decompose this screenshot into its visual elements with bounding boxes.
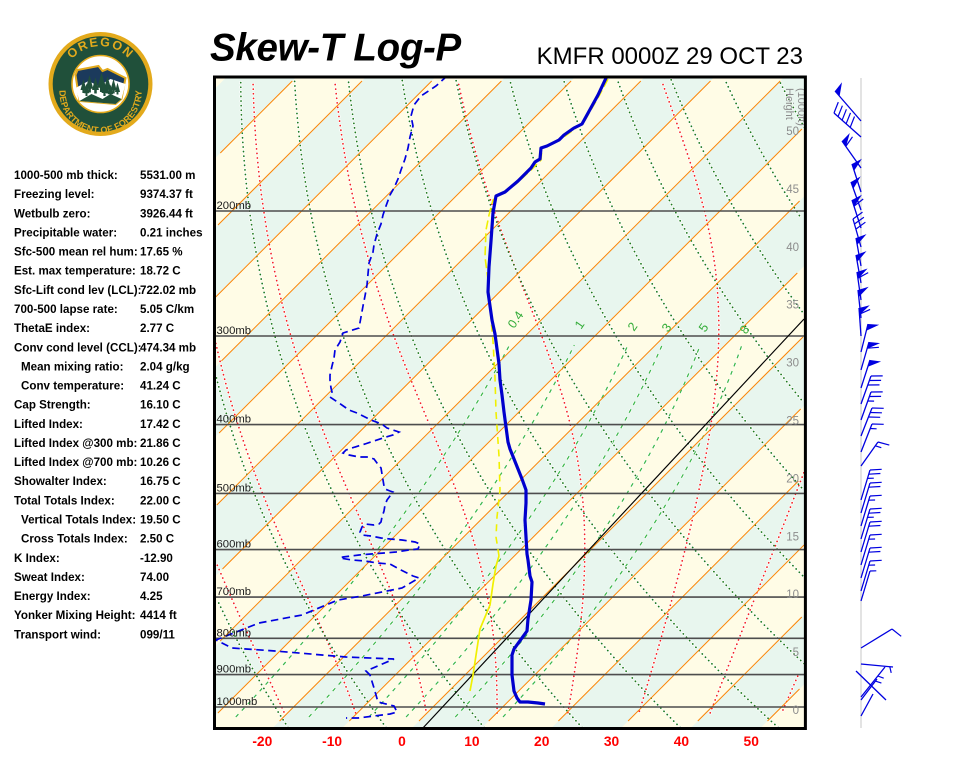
- svg-text:500mb: 500mb: [217, 482, 252, 494]
- svg-text:40: 40: [786, 242, 799, 254]
- svg-text:74.00: 74.00: [140, 571, 169, 584]
- svg-text:20: 20: [534, 734, 550, 749]
- svg-text:Sweat Index:: Sweat Index:: [14, 571, 85, 584]
- svg-text:K Index:: K Index:: [14, 552, 60, 565]
- svg-text:Conv temperature:: Conv temperature:: [21, 380, 124, 393]
- svg-text:17.65 %: 17.65 %: [140, 246, 183, 259]
- svg-text:Conv cond level (CCL):: Conv cond level (CCL):: [14, 341, 142, 354]
- svg-text:4414 ft: 4414 ft: [140, 609, 177, 622]
- svg-text:50: 50: [786, 126, 799, 138]
- svg-text:41.24 C: 41.24 C: [140, 380, 181, 393]
- svg-text:1000mb: 1000mb: [217, 696, 258, 708]
- svg-text:45: 45: [786, 184, 799, 196]
- svg-text:ThetaE index:: ThetaE index:: [14, 322, 90, 335]
- svg-text:Skew-T Log-P: Skew-T Log-P: [210, 27, 462, 70]
- svg-text:10.26 C: 10.26 C: [140, 456, 181, 469]
- svg-text:099/11: 099/11: [140, 628, 175, 641]
- svg-text:40: 40: [674, 734, 690, 749]
- svg-text:3926.44 ft: 3926.44 ft: [140, 207, 193, 220]
- svg-text:700-500 lapse rate:: 700-500 lapse rate:: [14, 303, 118, 316]
- svg-text:Total Totals Index:: Total Totals Index:: [14, 494, 115, 507]
- svg-text:2.04 g/kg: 2.04 g/kg: [140, 360, 190, 373]
- svg-text:300mb: 300mb: [217, 325, 252, 337]
- svg-text:Mean mixing ratio:: Mean mixing ratio:: [21, 360, 123, 373]
- svg-text:Cross Totals Index:: Cross Totals Index:: [21, 533, 128, 546]
- svg-text:10: 10: [786, 589, 799, 601]
- svg-text:5: 5: [793, 647, 799, 659]
- svg-text:Transport wind:: Transport wind:: [14, 628, 101, 641]
- svg-text:-12.90: -12.90: [140, 552, 173, 565]
- svg-text:474.34 mb: 474.34 mb: [140, 341, 196, 354]
- svg-text:9374.37 ft: 9374.37 ft: [140, 188, 193, 201]
- svg-text:Yonker Mixing Height:: Yonker Mixing Height:: [14, 609, 136, 622]
- svg-text:Lifted Index @300 mb:: Lifted Index @300 mb:: [14, 437, 137, 450]
- svg-text:4.25: 4.25: [140, 590, 163, 603]
- svg-text:16.10 C: 16.10 C: [140, 399, 181, 412]
- svg-text:-20: -20: [252, 734, 272, 749]
- svg-text:Sfc-500 mean rel hum:: Sfc-500 mean rel hum:: [14, 246, 138, 259]
- svg-text:-10: -10: [322, 734, 342, 749]
- svg-text:400mb: 400mb: [217, 414, 252, 426]
- svg-text:20: 20: [786, 473, 799, 485]
- svg-text:25: 25: [786, 416, 799, 428]
- svg-text:35: 35: [786, 300, 799, 312]
- svg-text:5.05 C/km: 5.05 C/km: [140, 303, 194, 316]
- svg-text:Showalter Index:: Showalter Index:: [14, 475, 107, 488]
- svg-text:17.42 C: 17.42 C: [140, 418, 181, 431]
- svg-text:900mb: 900mb: [217, 664, 252, 676]
- svg-text:722.02 mb: 722.02 mb: [140, 284, 196, 297]
- svg-text:19.50 C: 19.50 C: [140, 514, 181, 527]
- svg-text:16.75 C: 16.75 C: [140, 475, 181, 488]
- svg-text:10: 10: [464, 734, 480, 749]
- svg-text:Precipitable water:: Precipitable water:: [14, 226, 117, 239]
- svg-text:2.50 C: 2.50 C: [140, 533, 175, 546]
- svg-text:Est. max temperature:: Est. max temperature:: [14, 265, 136, 278]
- svg-text:30: 30: [786, 358, 799, 370]
- svg-text:Sfc-Lift cond lev (LCL):: Sfc-Lift cond lev (LCL):: [14, 284, 142, 297]
- svg-text:800mb: 800mb: [217, 627, 252, 639]
- svg-text:Height: Height: [783, 88, 795, 120]
- svg-text:Cap Strength:: Cap Strength:: [14, 399, 91, 412]
- svg-text:600mb: 600mb: [217, 539, 252, 551]
- svg-text:700mb: 700mb: [217, 586, 252, 598]
- svg-text:0.21 inches: 0.21 inches: [140, 226, 203, 239]
- svg-text:22.00 C: 22.00 C: [140, 494, 181, 507]
- svg-text:50: 50: [744, 734, 760, 749]
- svg-text:0: 0: [398, 734, 406, 749]
- svg-text:1000-500 mb thick:: 1000-500 mb thick:: [14, 169, 118, 182]
- svg-text:Lifted Index @700 mb:: Lifted Index @700 mb:: [14, 456, 137, 469]
- svg-text:15: 15: [786, 531, 799, 543]
- svg-text:Freezing level:: Freezing level:: [14, 188, 95, 201]
- svg-text:21.86 C: 21.86 C: [140, 437, 181, 450]
- svg-text:Energy Index:: Energy Index:: [14, 590, 91, 603]
- svg-text:Vertical Totals Index:: Vertical Totals Index:: [21, 514, 136, 527]
- svg-text:30: 30: [604, 734, 620, 749]
- svg-text:5531.00 m: 5531.00 m: [140, 169, 195, 182]
- svg-text:KMFR 0000Z 29 OCT 23: KMFR 0000Z 29 OCT 23: [537, 43, 803, 70]
- svg-text:Lifted Index:: Lifted Index:: [14, 418, 83, 431]
- svg-text:Wetbulb zero:: Wetbulb zero:: [14, 207, 90, 220]
- svg-text:18.72 C: 18.72 C: [140, 265, 181, 278]
- svg-text:2.77 C: 2.77 C: [140, 322, 175, 335]
- svg-text:200mb: 200mb: [217, 200, 252, 212]
- svg-text:0: 0: [793, 705, 799, 717]
